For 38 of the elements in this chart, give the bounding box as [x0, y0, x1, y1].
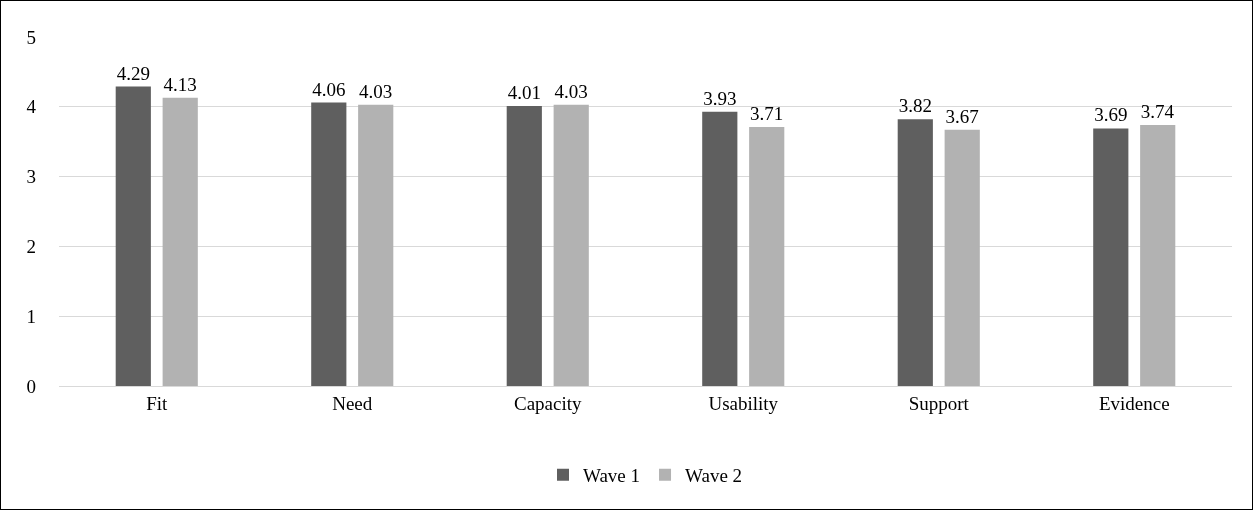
- data-label: 4.01: [507, 82, 541, 104]
- data-label: 3.82: [898, 95, 932, 117]
- data-label: 4.29: [116, 62, 150, 84]
- y-tick-label: 5: [26, 26, 36, 48]
- bar: [1140, 124, 1176, 386]
- bar: [944, 129, 980, 386]
- y-tick-label: 3: [26, 166, 36, 188]
- y-tick-label: 0: [26, 375, 36, 397]
- legend-label: Wave 2: [685, 465, 743, 487]
- x-tick-label: Need: [332, 392, 373, 414]
- bar: [162, 97, 198, 386]
- x-tick-label: Usability: [708, 392, 779, 414]
- bar: [115, 86, 151, 386]
- bar: [702, 111, 738, 386]
- data-label: 4.06: [312, 78, 346, 100]
- data-label: 4.03: [359, 80, 393, 102]
- data-label: 4.03: [554, 80, 588, 102]
- x-tick-label: Evidence: [1098, 392, 1170, 414]
- bar: [311, 102, 347, 386]
- x-tick-label: Fit: [146, 392, 169, 414]
- data-label: 3.74: [1140, 100, 1175, 122]
- x-tick-label: Capacity: [513, 392, 583, 414]
- bar: [1093, 128, 1129, 386]
- legend-label: Wave 1: [583, 465, 641, 487]
- bar: [506, 106, 542, 386]
- bar: [358, 104, 394, 386]
- data-label: 3.93: [703, 87, 737, 109]
- bar: [553, 104, 589, 386]
- bar: [897, 119, 933, 386]
- data-label: 3.67: [945, 105, 979, 127]
- y-tick-label: 2: [26, 236, 36, 258]
- data-label: 3.71: [750, 103, 784, 125]
- data-label: 3.69: [1094, 104, 1128, 126]
- data-label: 4.13: [163, 73, 197, 95]
- y-tick-label: 4: [26, 96, 37, 118]
- bar: [749, 127, 785, 386]
- x-tick-label: Support: [908, 392, 970, 414]
- y-tick-label: 1: [26, 305, 36, 327]
